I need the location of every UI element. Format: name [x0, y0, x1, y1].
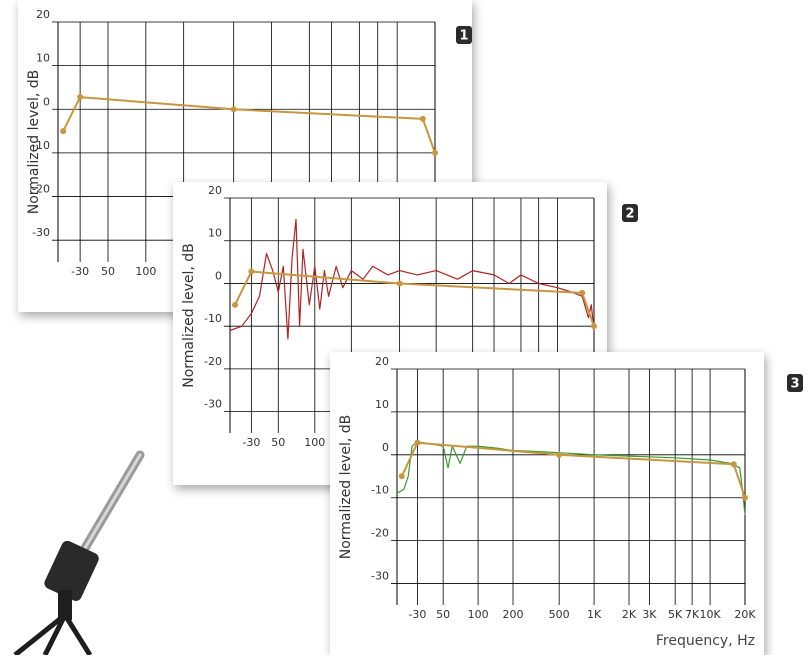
y-tick-label: 10	[375, 398, 389, 411]
series-line	[229, 218, 595, 340]
badge-number: 3	[790, 377, 799, 392]
y-tick-label: -20	[32, 183, 50, 196]
series-point	[232, 301, 239, 308]
badge-background	[622, 204, 638, 222]
x-tick-label: 50	[101, 265, 115, 278]
x-tick-label: 500	[549, 608, 570, 621]
y-axis-label: Normalized level, dB	[26, 70, 42, 215]
y-tick-label: 10	[208, 227, 222, 240]
y-tick-label: 20	[36, 8, 50, 21]
series-point	[60, 128, 67, 135]
card-background	[330, 352, 764, 655]
badge-number: 2	[625, 207, 634, 222]
y-tick-label: -20	[204, 355, 222, 368]
y-tick-label: 10	[36, 52, 50, 65]
x-tick-label: 50	[271, 436, 285, 449]
x-tick-label: 3K	[642, 608, 657, 621]
series-point	[398, 473, 405, 480]
y-tick-label: 20	[375, 355, 389, 368]
y-tick-label: -30	[32, 226, 50, 239]
badge: 3	[787, 374, 803, 392]
series-point	[414, 439, 421, 446]
series-point	[77, 94, 84, 101]
x-tick-label: -30	[408, 608, 426, 621]
y-axis-label: Normalized level, dB	[181, 243, 197, 388]
series-point	[248, 268, 255, 275]
x-tick-label: 10K	[699, 608, 721, 621]
y-tick-label: 0	[215, 269, 222, 282]
x-tick-label: 200	[503, 608, 524, 621]
microphone-illustration	[13, 450, 145, 657]
badge-background	[456, 26, 472, 44]
x-tick-label: 5K	[668, 608, 683, 621]
series-point	[579, 289, 586, 296]
y-tick-label: -10	[32, 139, 50, 152]
y-tick-label: 0	[382, 441, 389, 454]
x-tick-label: 100	[468, 608, 489, 621]
x-axis-label: Frequency, Hz	[656, 633, 755, 649]
series-point	[432, 149, 438, 156]
series-point	[730, 461, 737, 468]
badge-background	[787, 374, 803, 392]
y-tick-label: -10	[371, 484, 389, 497]
x-tick-label: -30	[71, 265, 89, 278]
y-axis-label: Normalized level, dB	[338, 415, 354, 560]
x-tick-label: 100	[304, 436, 325, 449]
x-tick-label: -30	[242, 436, 260, 449]
badge: 2	[622, 204, 638, 222]
series-point	[230, 106, 237, 113]
y-tick-label: 20	[208, 184, 222, 197]
y-tick-label: -30	[371, 570, 389, 583]
series-point	[419, 115, 426, 122]
badge: 1	[456, 26, 472, 44]
x-tick-label: 7K	[685, 608, 700, 621]
series-point	[396, 280, 403, 287]
x-tick-label: 2K	[622, 608, 637, 621]
y-tick-label: -30	[204, 398, 222, 411]
y-tick-label: -10	[204, 312, 222, 325]
series-point	[591, 323, 597, 330]
series-point	[556, 451, 563, 458]
x-tick-label: 100	[135, 265, 156, 278]
x-tick-label: 50	[436, 608, 450, 621]
badge-number: 1	[459, 29, 468, 44]
x-tick-label: 1K	[587, 608, 602, 621]
y-tick-label: -20	[371, 527, 389, 540]
series-point	[742, 494, 748, 501]
x-tick-label: 20K	[734, 608, 756, 621]
y-tick-label: 0	[43, 95, 50, 108]
